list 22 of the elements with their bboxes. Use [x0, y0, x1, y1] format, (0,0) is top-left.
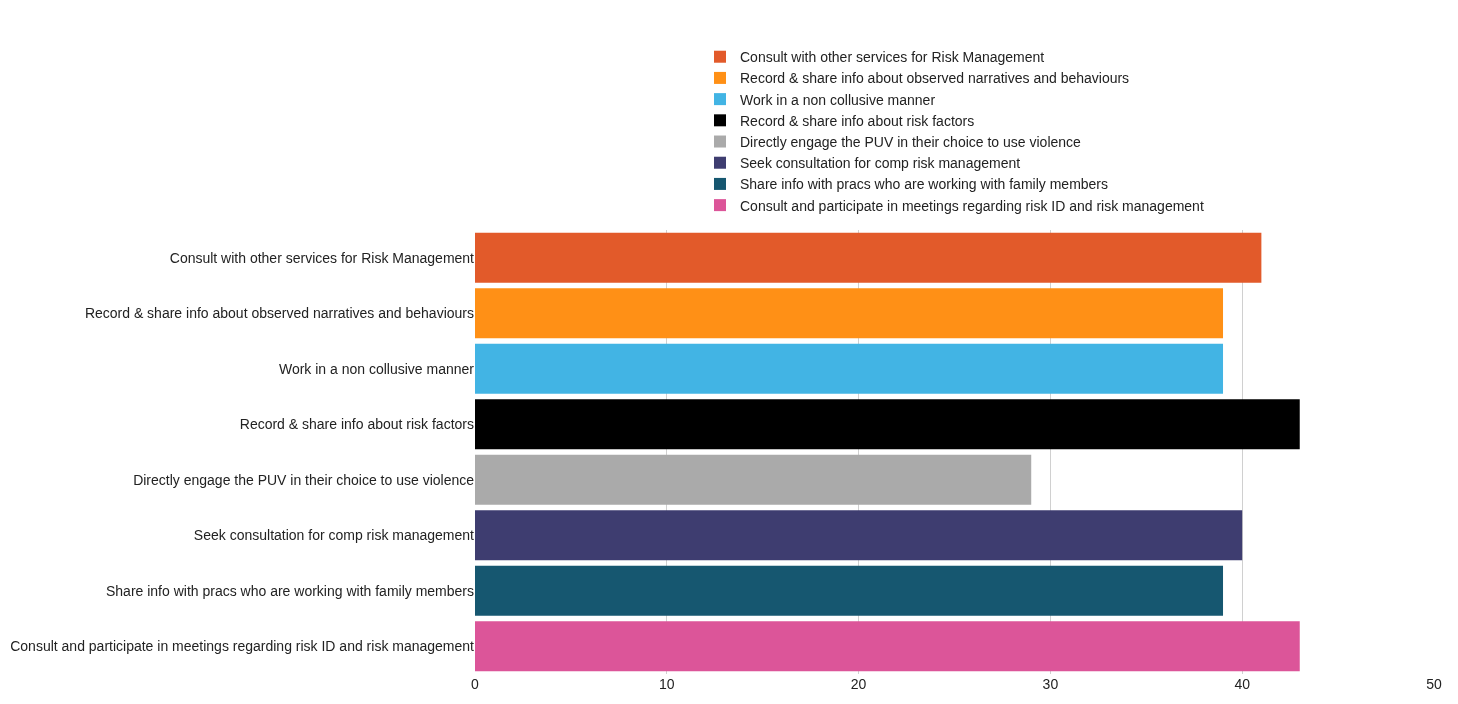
y-tick-label: Seek consultation for comp risk management [193, 527, 475, 544]
x-tick-label: 30 [1042, 676, 1059, 692]
x-tick-label: 10 [659, 676, 675, 692]
legend-label: Consult and participate in meetings regarding risk ID and risk management [740, 197, 1204, 214]
y-tick-label: Directly engage the PUV in their choice to use violence [133, 471, 475, 488]
y-tick-label: Share info with pracs who are working with family members [105, 582, 474, 599]
y-tick-label: Work in a non collusive manner [278, 360, 475, 377]
x-tick-label: 0 [471, 676, 480, 692]
y-tick-label: Record & share info about risk factors [239, 416, 474, 433]
y-tick-label: Consult with other services for Risk Management [169, 249, 475, 266]
x-tick-label: 20 [850, 676, 867, 692]
y-tick-label: Record & share info about observed narratives and behaviours [84, 305, 474, 322]
legend-label: Seek consultation for comp risk management [740, 155, 1021, 172]
y-tick-label: Consult and participate in meetings regarding risk ID and risk management [10, 638, 475, 655]
legend-label: Share info with pracs who are working with family members [740, 176, 1109, 193]
x-tick-label: 50 [1426, 676, 1442, 692]
legend-label: Record & share info about observed narratives and behaviours [740, 70, 1130, 87]
legend-label: Directly engage the PUV in their choice to use violence [740, 133, 1082, 150]
legend-label: Work in a non collusive manner [740, 91, 936, 108]
legend-label: Record & share info about risk factors [740, 112, 975, 129]
legend-label: Consult with other services for Risk Management [740, 49, 1045, 66]
x-tick-label: 40 [1234, 676, 1251, 692]
